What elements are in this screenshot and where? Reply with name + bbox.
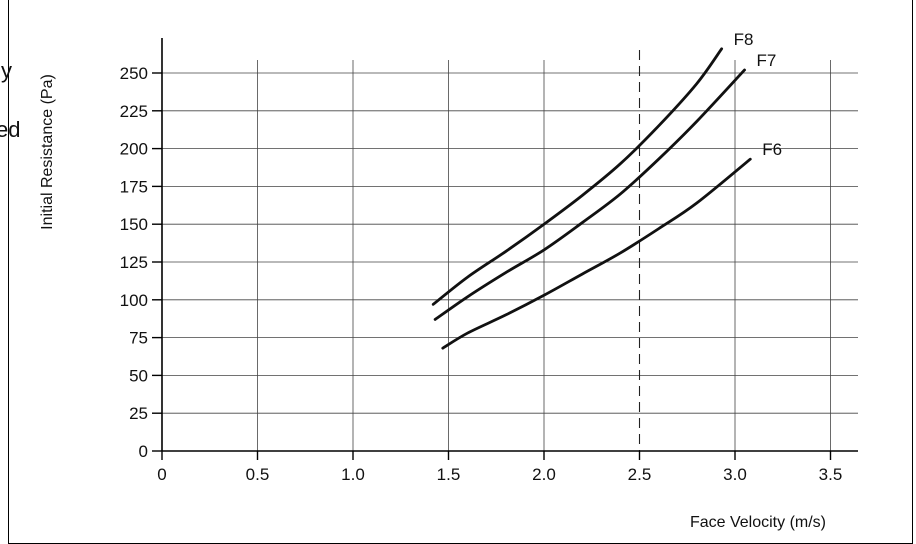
y-tick-label-25: 25 [129, 404, 148, 423]
cropped-text-fragment-1: y [1, 58, 12, 83]
y-tick-label-150: 150 [120, 215, 148, 234]
x-tick-label-1.5: 1.5 [437, 465, 461, 484]
y-axis-title: Initial Resistance (Pa) [39, 74, 56, 230]
x-tick-label-3.0: 3.0 [723, 465, 747, 484]
x-tick-label-0: 0 [157, 465, 166, 484]
y-tick-label-75: 75 [129, 329, 148, 348]
x-tick-label-1.0: 1.0 [341, 465, 365, 484]
series-line-f8 [431, 47, 724, 306]
y-tick-label-250: 250 [120, 64, 148, 83]
x-axis-title: Face Velocity (m/s) [690, 514, 826, 531]
y-tick-label-100: 100 [120, 291, 148, 310]
series-line-f7 [433, 68, 746, 321]
y-tick-label-125: 125 [120, 253, 148, 272]
x-tick-label-0.5: 0.5 [246, 465, 270, 484]
y-tick-label-175: 175 [120, 177, 148, 196]
tick-labels: 0 25 50 75 100 125 150 175 200 225 250 0 0.5 1.0 1.5 2.… [120, 64, 843, 484]
x-tick-label-3.5: 3.5 [819, 465, 843, 484]
y-tick-label-200: 200 [120, 140, 148, 159]
series-label-f6: F6 [762, 140, 782, 159]
x-tick-label-2.0: 2.0 [532, 465, 556, 484]
series-label-f7: F7 [757, 51, 777, 70]
y-tick-label-0: 0 [139, 442, 148, 461]
series-label-f8: F8 [734, 30, 754, 49]
y-tick-label-225: 225 [120, 102, 148, 121]
grid [162, 60, 858, 451]
y-tick-label-50: 50 [129, 366, 148, 385]
x-tick-label-2.5: 2.5 [628, 465, 652, 484]
axes [152, 38, 858, 460]
cropped-text-fragment-2: ed [0, 117, 21, 142]
series-lines [431, 47, 752, 350]
series-line-f6 [441, 157, 752, 350]
